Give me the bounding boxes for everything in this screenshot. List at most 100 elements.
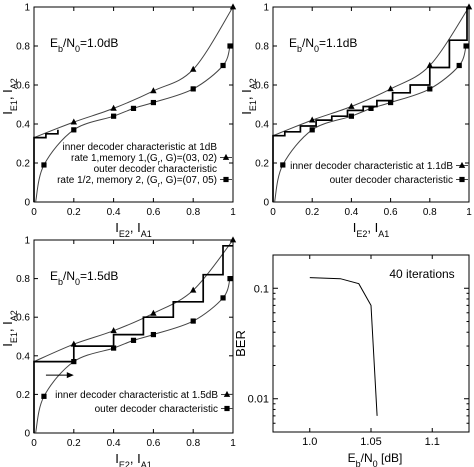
x-tick-label: 0 [31, 438, 37, 449]
series-trajectory [272, 7, 468, 202]
x-axis-label: IE2, IA1 [115, 220, 152, 239]
triangle-marker [387, 85, 394, 92]
y-tick-label: 0.4 [255, 120, 269, 131]
ebn0-label: Eb/N0=1.5dB [50, 269, 118, 287]
square-marker [463, 43, 469, 49]
series-square [35, 43, 233, 203]
exit-chart-2: 0 0.2 0.4 0.6 0.8 1 0 0.2 0.4 0.6 0.8 1 IE2, IA1 IE1,… [239, 3, 472, 240]
x-tick-label: 0.4 [344, 207, 358, 218]
square-marker [190, 318, 196, 324]
triangle-curve [33, 6, 234, 139]
triangle-marker [229, 3, 237, 10]
trajectory-line [33, 129, 59, 202]
x-tick-label: 1 [466, 207, 472, 218]
x-tick-label: 0.2 [67, 438, 81, 449]
square-marker [280, 162, 286, 168]
x-tick-label: 0 [270, 207, 276, 218]
legend-label: outer decoder characteristic [94, 164, 217, 175]
square-marker [227, 43, 233, 49]
y-axis-label: IE1, IA2 [239, 78, 258, 115]
x-axis-label: Eb/N0 [dB] [348, 451, 403, 467]
arrow-head [66, 372, 74, 379]
y-tick-label: 0.01 [248, 394, 269, 406]
x-tick-label: 0.2 [305, 207, 319, 218]
y-tick-label: 0.2 [255, 159, 269, 170]
x-tick-label: 0.8 [186, 438, 200, 449]
x-axis-label: IE2, IA1 [353, 220, 390, 239]
x-tick-label: 0 [31, 207, 37, 218]
square-marker [111, 345, 117, 351]
x-tick-label: 1.05 [360, 436, 381, 448]
ber-chart: 1.0 1.05 1.1 0.1 0.01 Eb/N0 [dB] BER 40 iterati… [233, 254, 470, 467]
y-tick-label: 0.2 [16, 159, 30, 170]
square-marker [348, 113, 354, 119]
x-tick-label: 1.1 [425, 436, 440, 448]
ebn0-label: Eb/N0=1.0dB [50, 36, 118, 54]
legend-label: outer decoder characteristic [95, 404, 218, 415]
legend-label: rate 1,memory 1,(Gr, G)=(03, 02) [71, 153, 217, 167]
ebn0-label: Eb/N0=1.1dB [289, 36, 357, 54]
y-tick-label: 0.6 [16, 81, 30, 92]
series-trajectory [33, 244, 233, 433]
triangle-marker [150, 309, 157, 316]
plot-frame [33, 239, 234, 434]
legend-marker-square [223, 176, 229, 183]
square-marker [427, 86, 433, 92]
x-axis-label: IE2, IA1 [115, 451, 152, 467]
ber-curve [309, 277, 378, 416]
legend-marker-square [459, 176, 465, 183]
x-tick-label: 0.6 [384, 207, 398, 218]
triangle-marker [70, 118, 77, 125]
y-tick-label: 0.8 [16, 274, 30, 285]
trajectory-line [33, 244, 233, 433]
series-trajectory [33, 129, 59, 202]
y-tick-label: 1 [24, 3, 30, 14]
exit-chart-3: 0 0.2 0.4 0.6 0.8 1 0 0.2 0.4 0.6 0.8 1 IE2, IA1 IE1,… [0, 236, 236, 467]
series-triangle [33, 3, 237, 139]
square-marker [227, 276, 233, 282]
square-marker [130, 337, 137, 343]
iterations-annotation: 40 iterations [389, 267, 454, 281]
triangle-marker [150, 87, 157, 94]
square-marker [456, 62, 462, 69]
y-tick-label: 0.8 [16, 42, 30, 53]
x-tick-label: 0.8 [186, 207, 200, 218]
square-marker [130, 105, 137, 111]
y-tick-label: 0.6 [255, 81, 269, 92]
y-tick-label: 1 [24, 236, 30, 247]
triangle-marker [348, 102, 355, 109]
plot-frame [272, 6, 470, 203]
legend-marker-triangle [458, 161, 466, 168]
square-marker [150, 331, 156, 338]
legend-marker-square [224, 405, 230, 412]
y-tick-label: 0.4 [16, 351, 30, 362]
square-marker [220, 62, 226, 69]
triangle-marker [229, 236, 237, 243]
exit-chart-1: 0 0.2 0.4 0.6 0.8 1 0 0.2 0.4 0.6 0.8 1 IE2, IA1 IE1,… [0, 3, 236, 240]
y-axis-label: BER [233, 330, 248, 357]
legend-label: outer decoder characteristic [330, 175, 453, 186]
y-tick-label: 0.4 [16, 120, 30, 131]
square-marker [41, 393, 47, 399]
y-tick-label: 0.1 [254, 283, 269, 295]
legend-label: inner decoder characteristic at 1dB [62, 142, 217, 153]
triangle-marker [190, 65, 197, 72]
triangle-marker [110, 327, 117, 334]
y-tick-label: 0 [24, 198, 30, 209]
y-axis-label: IE1, IA2 [0, 78, 19, 115]
triangle-marker [190, 286, 197, 293]
y-tick-label: 0.8 [255, 42, 269, 53]
legend-label: rate 1/2, memory 2, (Gr, G)=(07, 05) [57, 175, 217, 189]
legend-label: inner decoder characteristic at 1.5dB [55, 390, 218, 401]
y-tick-label: 0.2 [16, 390, 30, 401]
y-tick-label: 1 [263, 3, 269, 14]
x-tick-label: 0.8 [423, 207, 437, 218]
triangle-curve [33, 239, 234, 363]
legend-marker-triangle [222, 153, 230, 160]
plot-frame [33, 6, 234, 203]
legend-label: inner decoder characteristic at 1.1dB [290, 161, 453, 172]
y-tick-label: 0 [24, 429, 30, 440]
square-marker [190, 86, 196, 92]
triangle-marker [426, 61, 433, 68]
